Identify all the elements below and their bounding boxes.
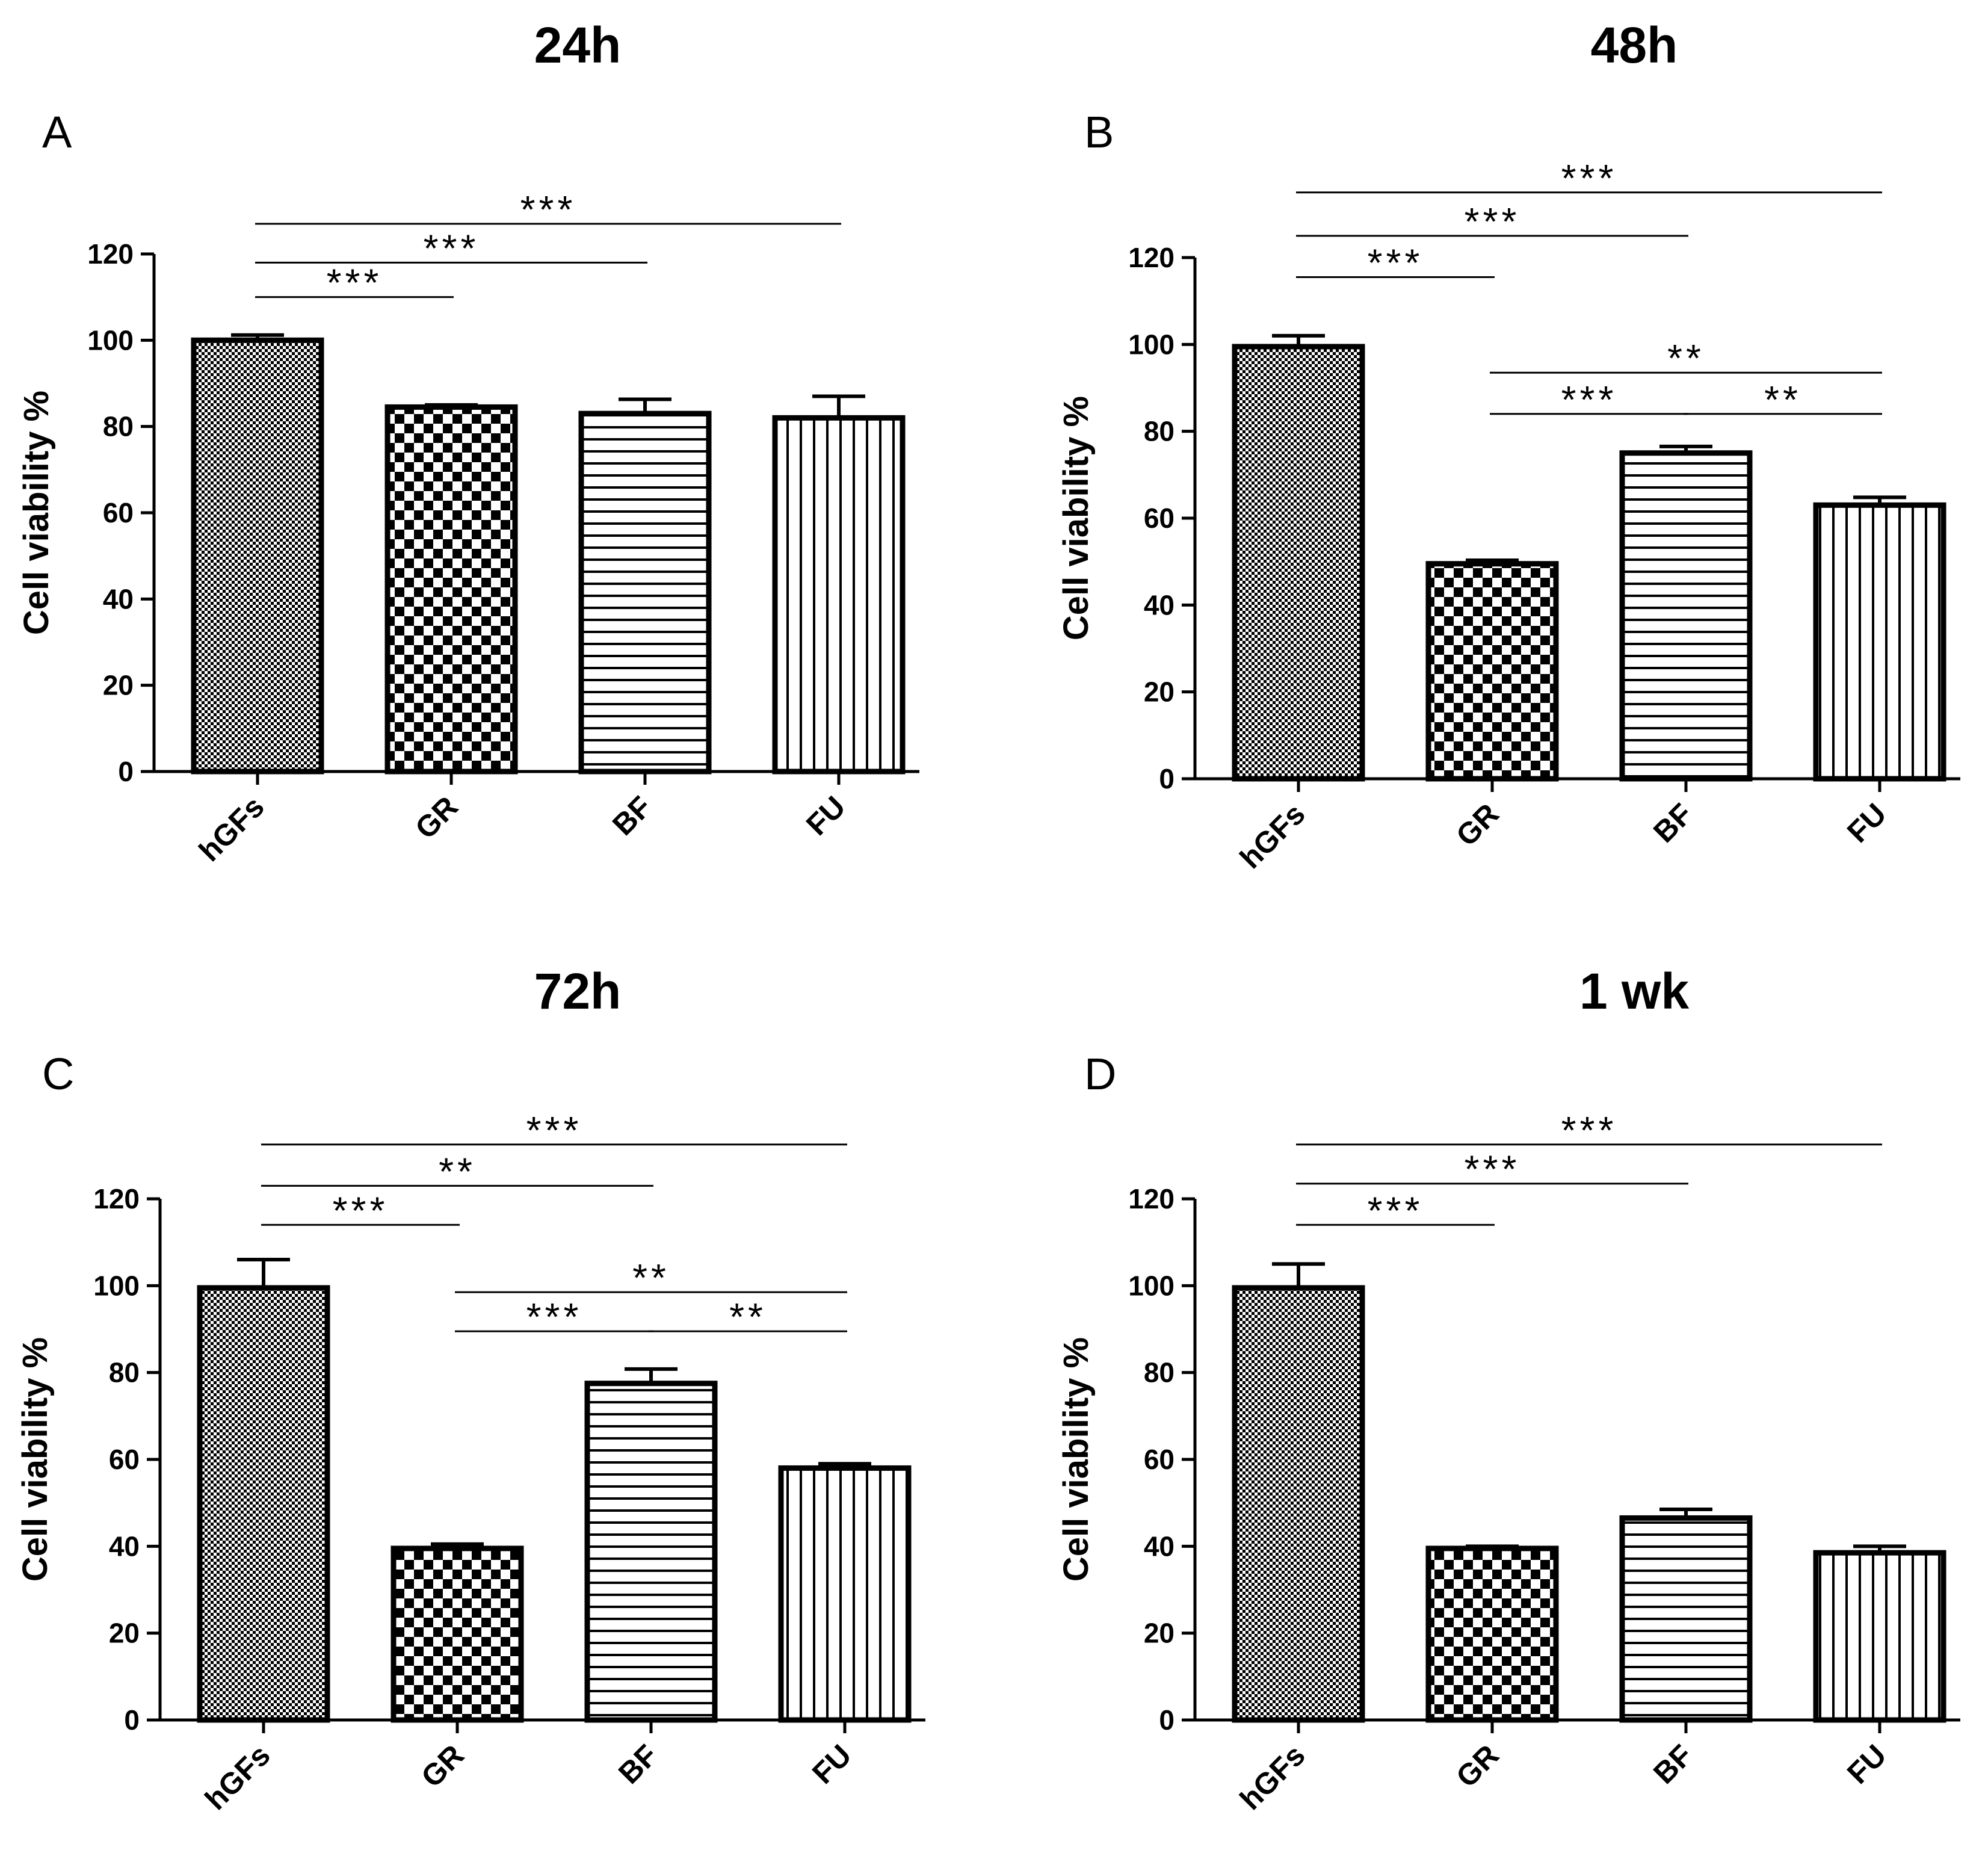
significance-label: *** <box>424 226 480 270</box>
y-tick-label: 60 <box>1144 503 1175 534</box>
panel-d: 1 wk D Cell viability % 0 20 40 60 80 100 120 hGFs… <box>1057 963 1960 1816</box>
y-tick-label: 120 <box>1128 242 1175 273</box>
significance-label: *** <box>327 261 383 305</box>
x-tick-label: hGFs <box>193 790 271 868</box>
y-tick-label: 0 <box>124 1704 140 1736</box>
x-tick-label: GR <box>415 1738 471 1794</box>
x-tick-label: BF <box>606 790 658 842</box>
bar-fu <box>772 415 906 775</box>
y-tick-label: 60 <box>109 1444 140 1475</box>
significance-label: ** <box>1764 378 1801 421</box>
bar-gr <box>1425 561 1559 782</box>
x-tick-label: hGFs <box>1233 1738 1312 1816</box>
x-tick-label: FU <box>806 1738 858 1790</box>
x-tick-label: hGFs <box>1233 797 1312 875</box>
significance-label: *** <box>1561 378 1617 421</box>
y-tick-label: 120 <box>93 1183 140 1214</box>
bar-fu <box>1813 502 1946 782</box>
panel-title: 72h <box>534 963 622 1019</box>
y-tick-label: 80 <box>1144 1357 1175 1388</box>
y-tick-label: 20 <box>109 1618 140 1649</box>
y-tick-label: 100 <box>1128 1270 1175 1301</box>
significance-label: *** <box>1368 1189 1424 1232</box>
y-tick-label: 40 <box>1144 1530 1175 1562</box>
significance-label: *** <box>333 1189 389 1232</box>
x-tick-label: BF <box>1647 1738 1699 1790</box>
bar-fu <box>778 1465 912 1723</box>
y-tick-label: 80 <box>109 1357 140 1388</box>
y-tick-label: 60 <box>103 497 134 528</box>
significance-label: ** <box>1667 336 1705 380</box>
x-tick-label: FU <box>1841 797 1893 849</box>
significance-label: ** <box>632 1256 670 1299</box>
y-tick-label: 40 <box>109 1530 140 1562</box>
y-tick-label: 80 <box>103 411 134 442</box>
y-tick-label: 60 <box>1144 1444 1175 1475</box>
x-tick-label: FU <box>800 790 852 842</box>
significance-label: *** <box>526 1109 582 1152</box>
panel-a: 24h A Cell viability % 0 20 40 60 80 100 120 hGFs G… <box>17 17 919 868</box>
bar-fu <box>1813 1550 1946 1723</box>
y-tick-label: 20 <box>103 670 134 701</box>
bar-bf <box>578 410 712 775</box>
bar-hgfs <box>197 1285 330 1723</box>
bar-gr <box>384 404 518 775</box>
x-tick-label: FU <box>1841 1738 1893 1790</box>
panel-b: 48h B Cell viability % 0 20 40 60 80 100 120 hGFs G… <box>1057 17 1960 875</box>
y-axis-label: Cell viability % <box>1057 1337 1096 1582</box>
y-tick-label: 20 <box>1144 1618 1175 1649</box>
bar-bf <box>584 1381 718 1723</box>
y-tick-label: 0 <box>118 756 134 787</box>
y-tick-label: 0 <box>1159 763 1175 794</box>
y-axis-label: Cell viability % <box>16 1337 55 1582</box>
y-axis-label: Cell viability % <box>1057 396 1096 640</box>
significance-label: *** <box>520 188 576 231</box>
significance-label: *** <box>1368 241 1424 284</box>
significance-label: ** <box>729 1295 767 1338</box>
significance-label: ** <box>439 1149 476 1193</box>
panel-letter: C <box>42 1049 74 1099</box>
x-tick-label: BF <box>1647 797 1699 849</box>
x-tick-label: BF <box>612 1738 664 1790</box>
significance-label: *** <box>1561 156 1617 200</box>
x-tick-label: GR <box>1449 797 1505 853</box>
panel-letter: B <box>1084 107 1114 157</box>
y-tick-label: 120 <box>1128 1183 1175 1214</box>
panel-title: 1 wk <box>1579 963 1689 1019</box>
bar-bf <box>1619 1515 1753 1723</box>
x-tick-label: GR <box>409 790 465 846</box>
significance-label: *** <box>1465 1148 1520 1191</box>
significance-label: *** <box>1561 1109 1617 1152</box>
y-tick-label: 40 <box>1144 589 1175 620</box>
bar-hgfs <box>191 337 324 775</box>
panel-letter: A <box>42 107 72 157</box>
panel-c: 72h C Cell viability % 0 20 40 60 80 100 120 hGFs G… <box>16 963 925 1816</box>
bar-bf <box>1619 450 1753 782</box>
significance-label: *** <box>1465 200 1520 243</box>
y-tick-label: 40 <box>103 583 134 614</box>
x-tick-label: hGFs <box>199 1738 277 1816</box>
panel-title: 24h <box>534 17 622 73</box>
bar-gr <box>1425 1545 1559 1723</box>
x-tick-label: GR <box>1449 1738 1505 1794</box>
y-tick-label: 120 <box>87 238 134 270</box>
significance-label: *** <box>526 1295 582 1338</box>
bar-gr <box>390 1545 524 1723</box>
y-tick-label: 100 <box>87 324 134 356</box>
bar-hgfs <box>1232 1285 1365 1723</box>
y-tick-label: 100 <box>1128 329 1175 360</box>
panel-title: 48h <box>1591 17 1678 73</box>
y-tick-label: 80 <box>1144 416 1175 447</box>
y-tick-label: 20 <box>1144 676 1175 708</box>
panel-letter: D <box>1084 1049 1116 1099</box>
bar-hgfs <box>1232 344 1365 782</box>
y-tick-label: 0 <box>1159 1704 1175 1736</box>
y-tick-label: 100 <box>93 1270 140 1301</box>
y-axis-label: Cell viability % <box>17 391 56 635</box>
